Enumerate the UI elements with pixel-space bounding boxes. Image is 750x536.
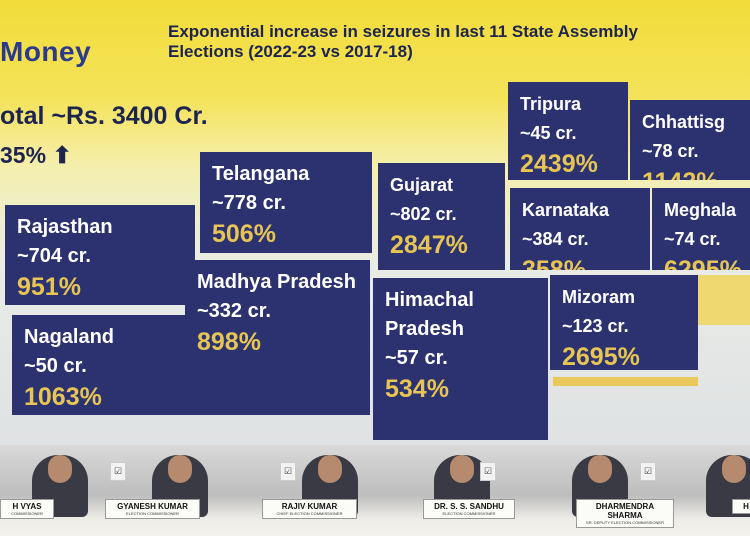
seizure-amount: ~57 cr.	[385, 347, 448, 369]
logo: ☑	[280, 462, 297, 481]
panelist-head	[722, 455, 746, 483]
panelist-head	[588, 455, 612, 483]
state-tile: Meghala ~74 cr. 6295%	[652, 188, 750, 270]
state-name: Madhya Pradesh	[197, 271, 356, 293]
nameplate: GYANESH KUMAR ELECTION COMMISSIONER	[105, 499, 200, 519]
nameplate: DR. S. S. SANDHU ELECTION COMMISSIONER	[423, 499, 515, 519]
increase-percent: 1063%	[24, 383, 102, 411]
state-name: Mizoram	[562, 287, 636, 307]
nameplate-role: SR. DEPUTY ELECTION COMMISSIONER	[586, 520, 664, 525]
nameplate-role: ELECTION COMMISSIONER	[126, 511, 179, 516]
state-tile: Mizoram ~123 cr. 2695%	[550, 275, 698, 370]
state-tile: Chhattisg ~78 cr. 1142%	[630, 100, 750, 180]
slide: Money Exponential increase in seizures i…	[0, 0, 750, 445]
state-name: Telangana	[212, 163, 310, 185]
seizure-amount: ~332 cr.	[197, 300, 271, 322]
state-name: Gujarat	[390, 175, 454, 195]
seizure-amount: ~123 cr.	[562, 316, 629, 336]
state-tile: Karnataka ~384 cr. 358%	[510, 188, 650, 270]
seizure-amount: ~45 cr.	[520, 123, 577, 143]
state-name: Chhattisg	[642, 112, 725, 132]
state-name: Himachal Pradesh	[385, 289, 474, 340]
seizure-amount: ~78 cr.	[642, 141, 699, 161]
state-name: Rajasthan	[17, 216, 113, 238]
nameplate-name: DHARMENDRA SHARMA	[595, 502, 655, 520]
nameplate: DHARMENDRA SHARMA SR. DEPUTY ELECTION COM…	[576, 499, 674, 528]
total-increase: 35% ⬆	[0, 142, 72, 169]
seizure-amount: ~74 cr.	[664, 229, 721, 249]
panelist-head	[48, 455, 72, 483]
state-tile: Gujarat ~802 cr. 2847%	[378, 163, 505, 270]
increase-percent: 358%	[522, 256, 586, 270]
increase-percent: 506%	[212, 220, 276, 248]
logo: ☑	[640, 462, 657, 481]
increase-percent: 2695%	[562, 343, 640, 370]
nameplate-name: DR. S. S. SANDHU	[434, 502, 504, 511]
arrow-icon: ⬆	[52, 142, 72, 168]
seizure-amount: ~50 cr.	[24, 355, 87, 377]
state-tile: Telangana ~778 cr. 506%	[200, 152, 372, 253]
seizure-amount: ~802 cr.	[390, 204, 457, 224]
increase-percent: 2439%	[520, 150, 598, 178]
seizure-amount: ~778 cr.	[212, 192, 286, 214]
increase-percent: 951%	[17, 273, 81, 301]
increase-percent: 534%	[385, 375, 449, 403]
nameplate: RAJIV KUMAR CHIEF ELECTION COMMISSIONER	[262, 499, 357, 519]
state-name: Nagaland	[24, 326, 115, 348]
nameplate-name: H VYAS	[12, 502, 42, 511]
nameplate-name: RAJIV KUMAR	[281, 502, 338, 511]
increase-text: 35%	[0, 142, 47, 168]
increase-percent: 1142%	[642, 165, 743, 180]
slide-heading: Exponential increase in seizures in last…	[168, 22, 638, 62]
increase-percent: 6295%	[664, 256, 742, 270]
seizure-amount: ~384 cr.	[522, 229, 589, 249]
logo: ☑	[110, 462, 127, 481]
state-tile: Himachal Pradesh ~57 cr. 534%	[373, 278, 548, 440]
bar-decoration	[553, 377, 698, 386]
heading-line: Elections (2022-23 vs 2017-18)	[168, 42, 413, 61]
nameplate-role: CHIEF ELECTION COMMISSIONER	[276, 511, 343, 516]
nameplate: H	[732, 499, 750, 514]
slide-title: Money	[0, 36, 92, 67]
seizure-amount: ~704 cr.	[17, 245, 91, 267]
total: otal ~Rs. 3400 Cr.	[0, 102, 208, 130]
heading-line: Exponential increase in seizures in last…	[168, 22, 638, 41]
state-tile: Rajasthan ~704 cr. 951%	[5, 205, 195, 305]
nameplate-role: COMMISSIONER	[11, 511, 43, 516]
state-name: Meghala	[664, 200, 737, 220]
panelist-head	[450, 455, 474, 483]
nameplate-role: ELECTION COMMISSIONER	[442, 511, 496, 516]
panelist-head	[168, 455, 192, 483]
state-name: Karnataka	[522, 200, 610, 220]
panelist-head	[318, 455, 342, 483]
state-name: Tripura	[520, 94, 582, 114]
increase-percent: 898%	[197, 328, 261, 356]
logo: ☑	[480, 462, 497, 481]
state-tile: Tripura ~45 cr. 2439%	[508, 82, 628, 180]
tile-fragment	[698, 275, 750, 325]
state-tile: Madhya Pradesh ~332 cr. 898%	[185, 260, 370, 415]
state-tile: Nagaland ~50 cr. 1063%	[12, 315, 185, 415]
nameplate-name: H	[743, 502, 749, 511]
nameplate: H VYAS COMMISSIONER	[0, 499, 54, 519]
increase-percent: 2847%	[390, 231, 468, 259]
nameplate-name: GYANESH KUMAR	[117, 502, 188, 511]
